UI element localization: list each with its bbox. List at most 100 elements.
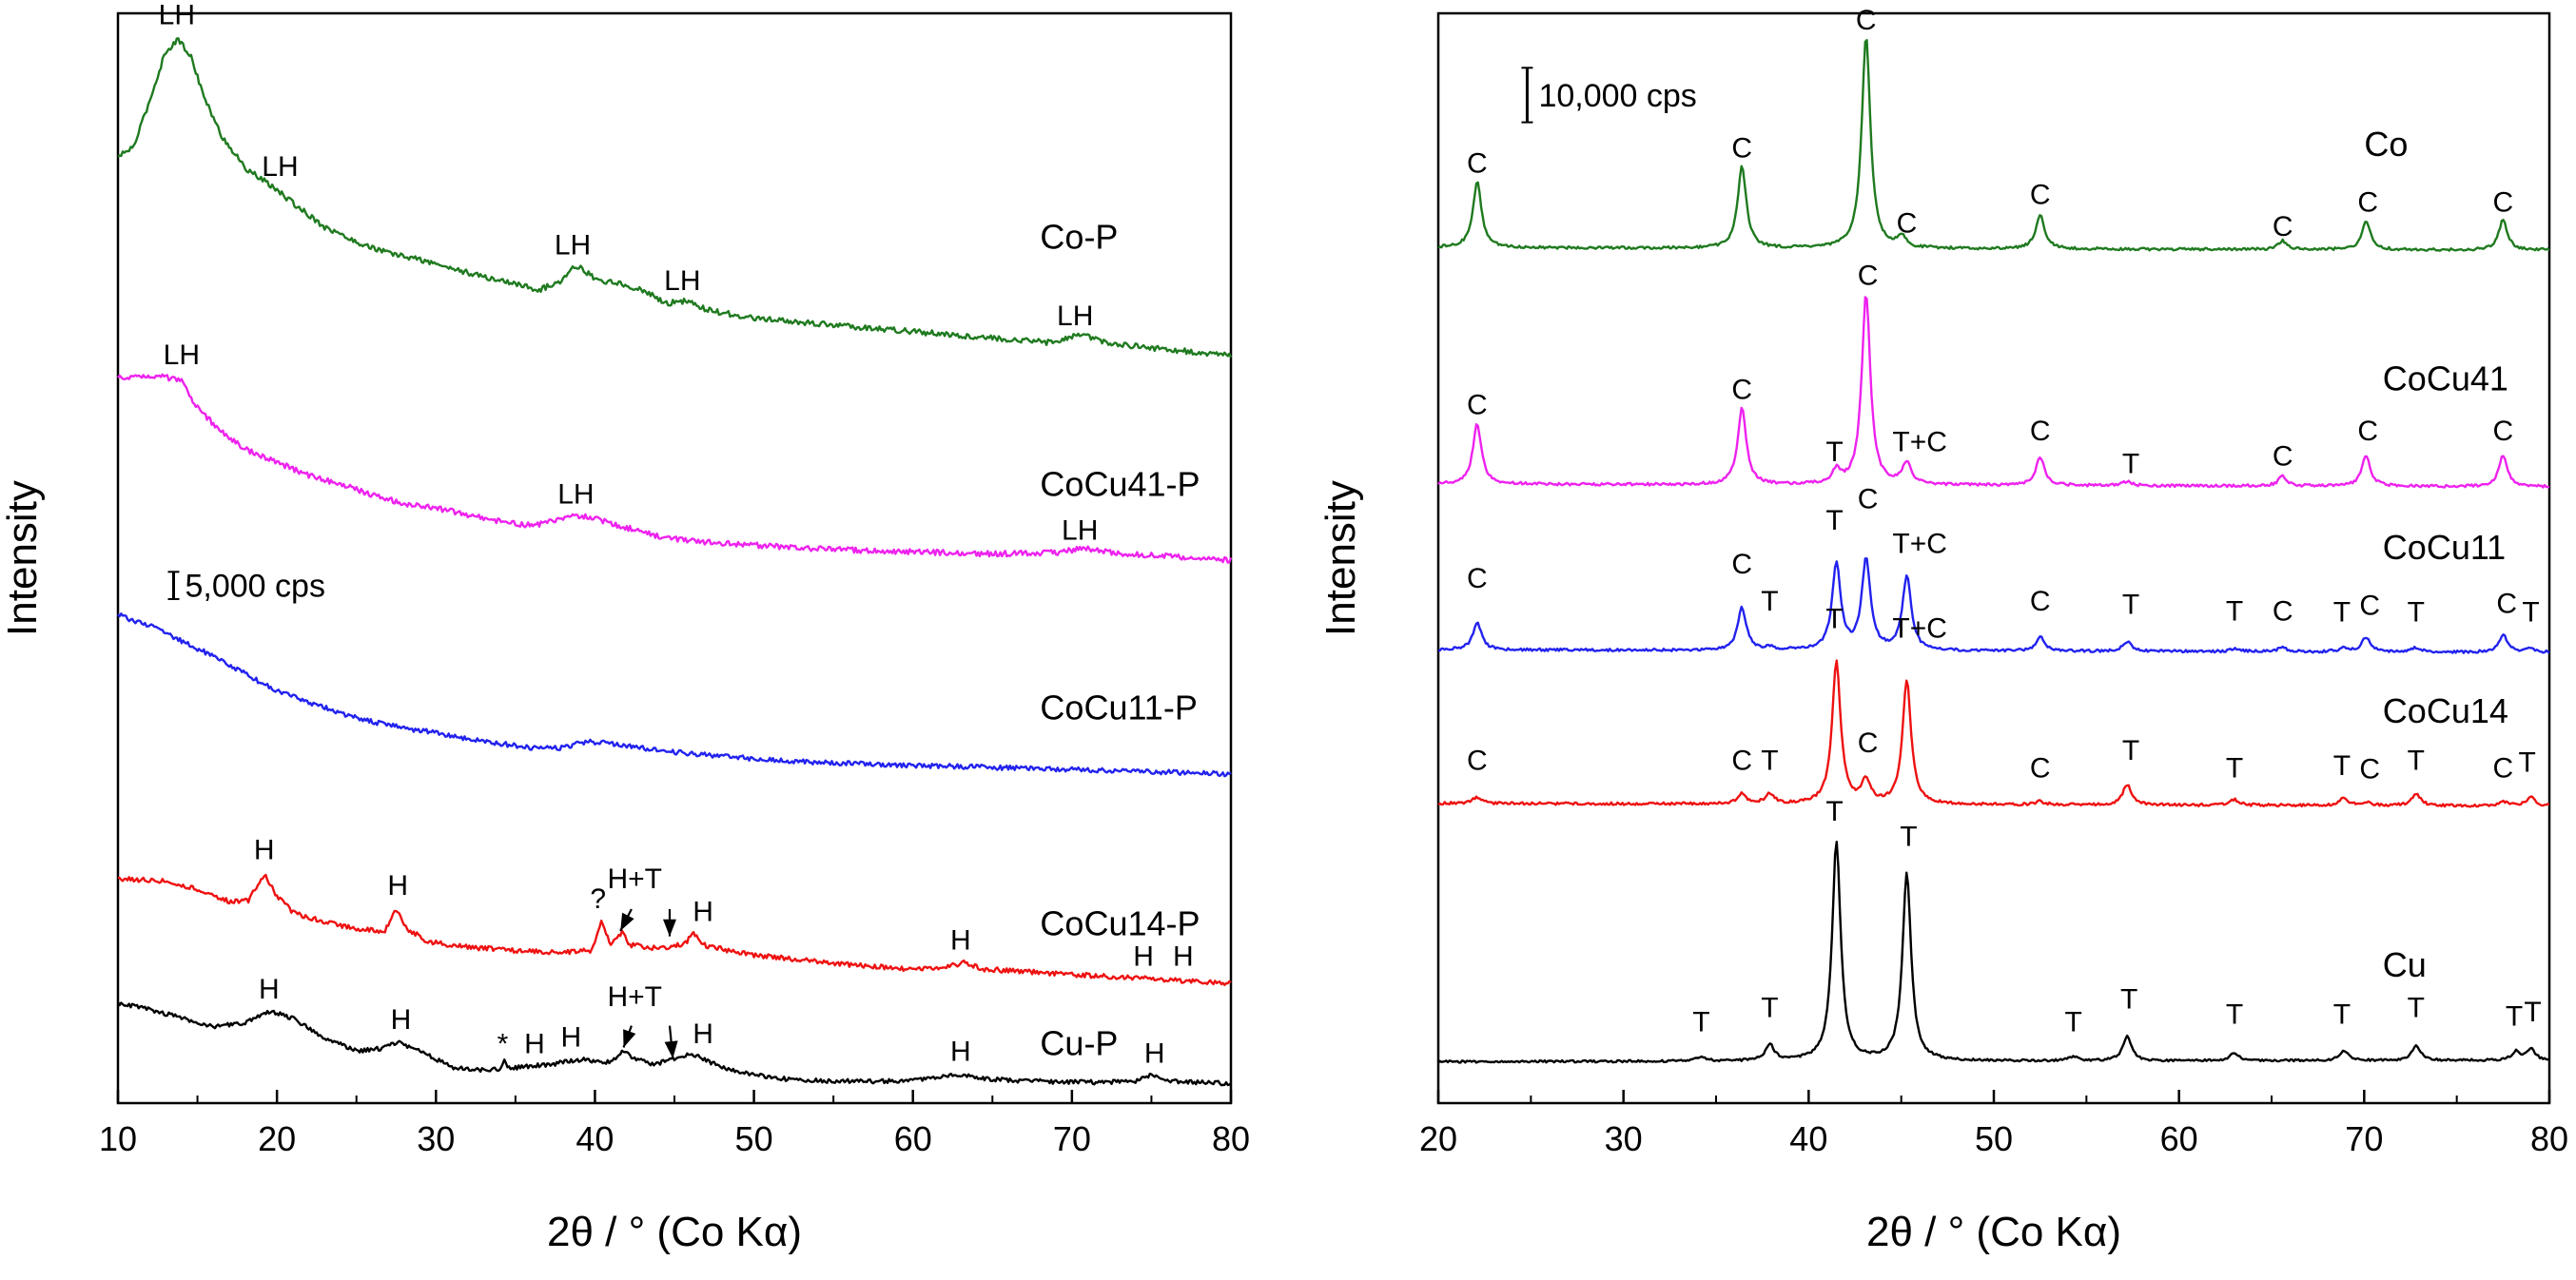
left-peak-label-cocu41-p-1: LH xyxy=(557,479,594,511)
right-peak-label-cocu14-3: T xyxy=(1825,603,1843,634)
right-peak-label-cocu14-5: T+C xyxy=(1892,613,1947,645)
right-peak-label-co-7: C xyxy=(2492,187,2513,219)
right-peak-label-cu-2: T xyxy=(1825,796,1843,827)
right-peak-label-cocu14-10: C xyxy=(2359,753,2380,785)
left-peak-label-cu-p-6: H xyxy=(950,1036,971,1067)
right-peak-label-cocu14-9: T xyxy=(2333,750,2351,782)
right-peak-label-cu-3: T xyxy=(1900,822,1917,853)
right-peak-label-cocu41-3: C xyxy=(1858,260,1879,291)
right-x-axis-label: 2θ / ° (Co Kα) xyxy=(1866,1209,2121,1255)
right-peak-label-cocu11-4: C xyxy=(1858,483,1879,514)
right-series-label-cocu14: CoCu14 xyxy=(2383,691,2508,730)
right-peak-label-cocu41-9: C xyxy=(2492,416,2513,447)
left-peak-label-cu-p-5: H xyxy=(693,1018,713,1050)
right-y-axis-label: Intensity xyxy=(1317,480,1364,636)
right-peak-label-cocu11-13: C xyxy=(2496,588,2517,619)
left-x-tick-label-20: 20 xyxy=(258,1119,296,1158)
left-x-tick-label-60: 60 xyxy=(894,1119,932,1158)
left-series-label-cu-p: Cu-P xyxy=(1040,1024,1118,1063)
left-peak-label-cu-p-3: H xyxy=(524,1028,545,1059)
left-series-label-cocu41-p: CoCu41-P xyxy=(1040,465,1200,504)
right-peak-label-cocu11-11: C xyxy=(2359,591,2380,622)
left-peak-label-cocu14-p-1: H xyxy=(387,870,408,902)
right-peak-label-cocu41-4: T+C xyxy=(1892,427,1947,458)
left-series-line-cocu14-p xyxy=(118,873,1232,987)
right-peak-label-cocu11-12: T xyxy=(2408,596,2425,628)
right-x-tick-label-70: 70 xyxy=(2345,1119,2383,1158)
right-series-line-cocu11 xyxy=(1438,557,2550,654)
left-peak-label-cocu14-p-4: H xyxy=(950,924,971,956)
right-x-tick-label-50: 50 xyxy=(1975,1119,2013,1158)
right-peak-label-co-6: C xyxy=(2357,187,2378,219)
left-x-tick-label-10: 10 xyxy=(99,1119,137,1158)
left-series-line-co-p xyxy=(117,37,1233,359)
right-peak-label-cocu41-1: C xyxy=(1731,375,1752,406)
right-peak-label-cocu11-0: C xyxy=(1467,563,1488,594)
right-peak-label-co-1: C xyxy=(1731,132,1752,164)
right-peak-label-cocu14-13: T xyxy=(2518,747,2535,779)
left-peak-label-cu-p-0: H xyxy=(259,974,280,1005)
right-peak-label-cocu11-9: C xyxy=(2273,595,2293,627)
right-peak-label-cocu41-2: T xyxy=(1825,436,1843,468)
right-peak-label-cu-1: T xyxy=(1761,992,1778,1023)
right-peak-label-co-4: C xyxy=(2030,180,2051,211)
right-series-label-cocu11: CoCu11 xyxy=(2383,528,2506,567)
right-peak-label-cocu14-8: T xyxy=(2226,752,2243,784)
right-peak-label-cu-7: T xyxy=(2333,999,2351,1030)
right-peak-label-cu-5: T xyxy=(2120,983,2137,1015)
left-series-label-co-p: Co-P xyxy=(1040,218,1118,257)
left-x-tick-label-30: 30 xyxy=(417,1119,455,1158)
right-x-tick-label-30: 30 xyxy=(1605,1119,1643,1158)
left-x-tick-label-40: 40 xyxy=(576,1119,614,1158)
right-peak-label-cu-0: T xyxy=(1692,1006,1709,1038)
right-series-line-cu xyxy=(1437,841,2550,1064)
right-peak-label-cocu14-11: T xyxy=(2408,745,2425,776)
left-panel-xrd-plot: 10 20 30 40 50 60 70 80 2θ / ° (Co Kα) Intensity 5… xyxy=(0,0,1250,1255)
left-x-tick-label-80: 80 xyxy=(1212,1119,1250,1158)
left-series-label-cocu14-p: CoCu14-P xyxy=(1040,904,1200,943)
right-x-tick-label-40: 40 xyxy=(1789,1119,1827,1158)
left-peak-label-cu-p-4: H xyxy=(561,1021,582,1053)
left-x-axis-label: 2θ / ° (Co Kα) xyxy=(547,1209,802,1255)
right-peak-label-cocu41-8: C xyxy=(2357,416,2378,447)
right-peak-label-cocu11-8: T xyxy=(2226,595,2243,627)
right-peak-label-cocu11-14: T xyxy=(2522,596,2539,628)
right-x-tick-label-60: 60 xyxy=(2160,1119,2198,1158)
right-peak-label-cocu41-5: C xyxy=(2030,416,2051,447)
right-peak-label-cu-10: T xyxy=(2524,997,2541,1028)
right-scale-bar-label: 10,000 cps xyxy=(1538,78,1696,114)
right-peak-label-cocu14-6: C xyxy=(2030,752,2051,784)
left-annotation-label-1: H+T xyxy=(607,981,662,1013)
right-series-label-cu: Cu xyxy=(2383,945,2427,984)
left-x-tick-label-50: 50 xyxy=(735,1119,773,1158)
left-peak-label-cocu41-p-0: LH xyxy=(164,339,200,371)
right-peak-label-cocu41-0: C xyxy=(1467,390,1488,421)
left-series-line-cu-p xyxy=(116,1001,1232,1087)
left-peak-label-cocu41-p-2: LH xyxy=(1062,515,1098,547)
left-annotation-arrowhead-0-1 xyxy=(663,919,676,937)
left-peak-label-cu-p-1: H xyxy=(391,1004,412,1036)
right-peak-label-cu-6: T xyxy=(2226,999,2243,1030)
right-peak-label-cocu14-0: C xyxy=(1467,745,1488,776)
left-peak-label-cocu14-p-2: ? xyxy=(590,883,606,915)
left-peak-label-cu-p-7: H xyxy=(1144,1038,1165,1070)
left-peak-label-co-p-0: LH xyxy=(159,0,195,30)
right-peak-label-cocu14-4: C xyxy=(1858,727,1879,759)
left-peak-label-co-p-3: LH xyxy=(664,265,700,297)
left-annotation-arrowhead-1-0 xyxy=(623,1029,636,1048)
right-peak-label-cu-8: T xyxy=(2408,992,2425,1023)
right-peak-label-cocu14-12: C xyxy=(2492,752,2513,784)
left-y-axis-label: Intensity xyxy=(0,480,46,636)
right-peak-label-cocu14-2: T xyxy=(1761,745,1778,776)
right-x-tick-label-20: 20 xyxy=(1419,1119,1457,1158)
left-peak-label-cocu14-p-6: H xyxy=(1173,941,1194,973)
right-peak-label-cocu41-7: C xyxy=(2273,441,2293,473)
right-peak-label-cocu11-1: C xyxy=(1731,549,1752,580)
right-series-line-cocu41 xyxy=(1437,296,2550,489)
right-peak-label-cocu11-10: T xyxy=(2333,596,2351,628)
left-series-label-cocu11-p: CoCu11-P xyxy=(1040,688,1197,727)
right-peak-label-co-5: C xyxy=(2273,211,2293,242)
right-series-line-cocu14 xyxy=(1437,659,2550,808)
right-peak-label-cocu11-7: T xyxy=(2122,589,2139,620)
